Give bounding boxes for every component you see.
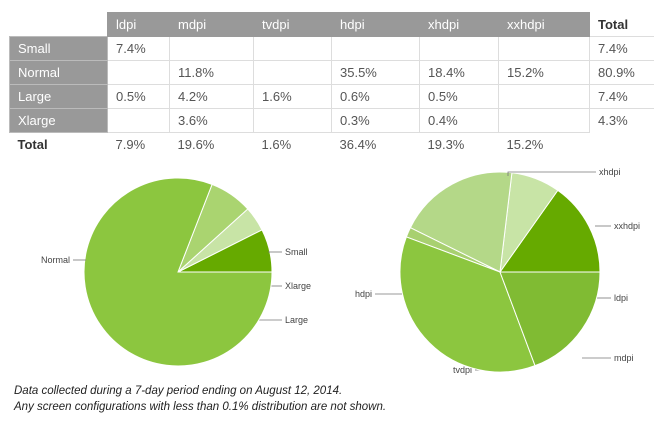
table-cell: 19.6% [177,137,215,153]
table-cell: 4.2% [169,84,254,109]
column-header-tvdpi: tvdpi [253,12,332,37]
footnote-threshold: Any screen configurations with less than… [14,401,387,413]
table-cell: 3.6% [169,108,254,133]
pie-label-tvdpi: tvdpi [453,365,472,375]
table-cell: 7.9% [115,137,146,153]
table-cell [107,108,170,133]
row-header-xlarge: Xlarge [9,108,108,133]
table-row-xlarge: Xlarge 3.6% 0.3% 0.4% 4.3% [9,108,654,133]
column-header-mdpi: mdpi [169,12,254,37]
table-totals-row: Total 7.9% 19.6% 1.6% 36.4% 19.3% 15.2% [9,132,654,157]
pie-slice-mdpi [409,171,513,273]
pie-label-xhdpi: xhdpi [599,167,621,177]
pie-label-large: Large [285,315,308,325]
pie-label-mdpi: mdpi [614,353,634,363]
table-cell [253,60,332,85]
pie-slice-normal [83,177,273,367]
table-cell [498,84,590,109]
table-cell: 1.6% [261,137,292,153]
table-cell: 11.8% [169,60,254,85]
column-header-ldpi: ldpi [107,12,170,37]
table-row-large: Large 0.5% 4.2% 1.6% 0.6% 0.5% 7.4% [9,84,654,109]
distribution-table: ldpi mdpi tvdpi hdpi xhdpi xxhdpi Total … [9,12,654,157]
footnotes: Data collected during a 7-day period end… [14,383,386,415]
pie-slice-xhdpi [499,271,601,367]
table-cell: 18.4% [419,60,499,85]
table-cell: 15.2% [498,60,590,85]
row-total-cell: 80.9% [589,60,654,85]
row-header-large: Large [9,84,108,109]
table-cell [107,60,170,85]
screen-size-pie-chart: Small Xlarge Large Normal [41,177,311,367]
row-header-total: Total [9,132,108,157]
pie-label-hdpi: hdpi [355,289,372,299]
pie-label-small: Small [285,247,308,257]
table-cell: 0.5% [419,84,499,109]
pie-label-xlarge: Xlarge [285,281,311,291]
footnote-collection-period: Data collected during a 7-day period end… [14,385,343,397]
table-cell: 15.2% [506,137,544,153]
table-cell: 0.6% [331,84,420,109]
table-cell: 0.3% [331,108,420,133]
table-cell: 19.3% [427,137,465,153]
table-cell: 7.4% [107,36,170,61]
column-header-hdpi: hdpi [331,12,420,37]
table-cell [253,36,332,61]
pie-label-ldpi: ldpi [614,293,628,303]
pie-charts: Small Xlarge Large Normal xxhdpi ldpi mdpi tvd… [41,167,640,375]
row-header-small: Small [9,36,108,61]
column-header-xxhdpi: xxhdpi [498,12,590,37]
table-cell: 1.6% [253,84,332,109]
pie-slice-xxhdpi [499,189,601,273]
screen-density-pie-chart: xxhdpi ldpi mdpi tvdpi hdpi xhdpi [355,167,640,375]
table-cell [419,36,499,61]
table-cell [498,108,590,133]
pie-label-normal: Normal [41,255,70,265]
column-header-xhdpi: xhdpi [419,12,499,37]
table-row-normal: Normal 11.8% 35.5% 18.4% 15.2% 80.9% [9,60,654,85]
column-header-total: Total [589,12,654,37]
table-cell: 0.5% [107,84,170,109]
pie-label-xxhdpi: xxhdpi [614,221,640,231]
pie-slice-hdpi [399,236,536,373]
row-total-cell: 7.4% [589,36,654,61]
row-total-cell: 4.3% [589,108,654,133]
row-total-cell: 7.4% [589,84,654,109]
table-cell [498,36,590,61]
table-corner [9,12,108,37]
table-cell: 0.4% [419,108,499,133]
table-row-small: Small 7.4% 7.4% [9,36,654,61]
table-cell [253,108,332,133]
table-cell [169,36,254,61]
table-cell [331,36,420,61]
row-header-normal: Normal [9,60,108,85]
table-cell: 35.5% [331,60,420,85]
table-cell: 36.4% [339,137,377,153]
table-cell [590,133,654,157]
callout-line-xhdpi [507,171,596,176]
table-header-row: ldpi mdpi tvdpi hdpi xhdpi xxhdpi Total [9,12,654,37]
